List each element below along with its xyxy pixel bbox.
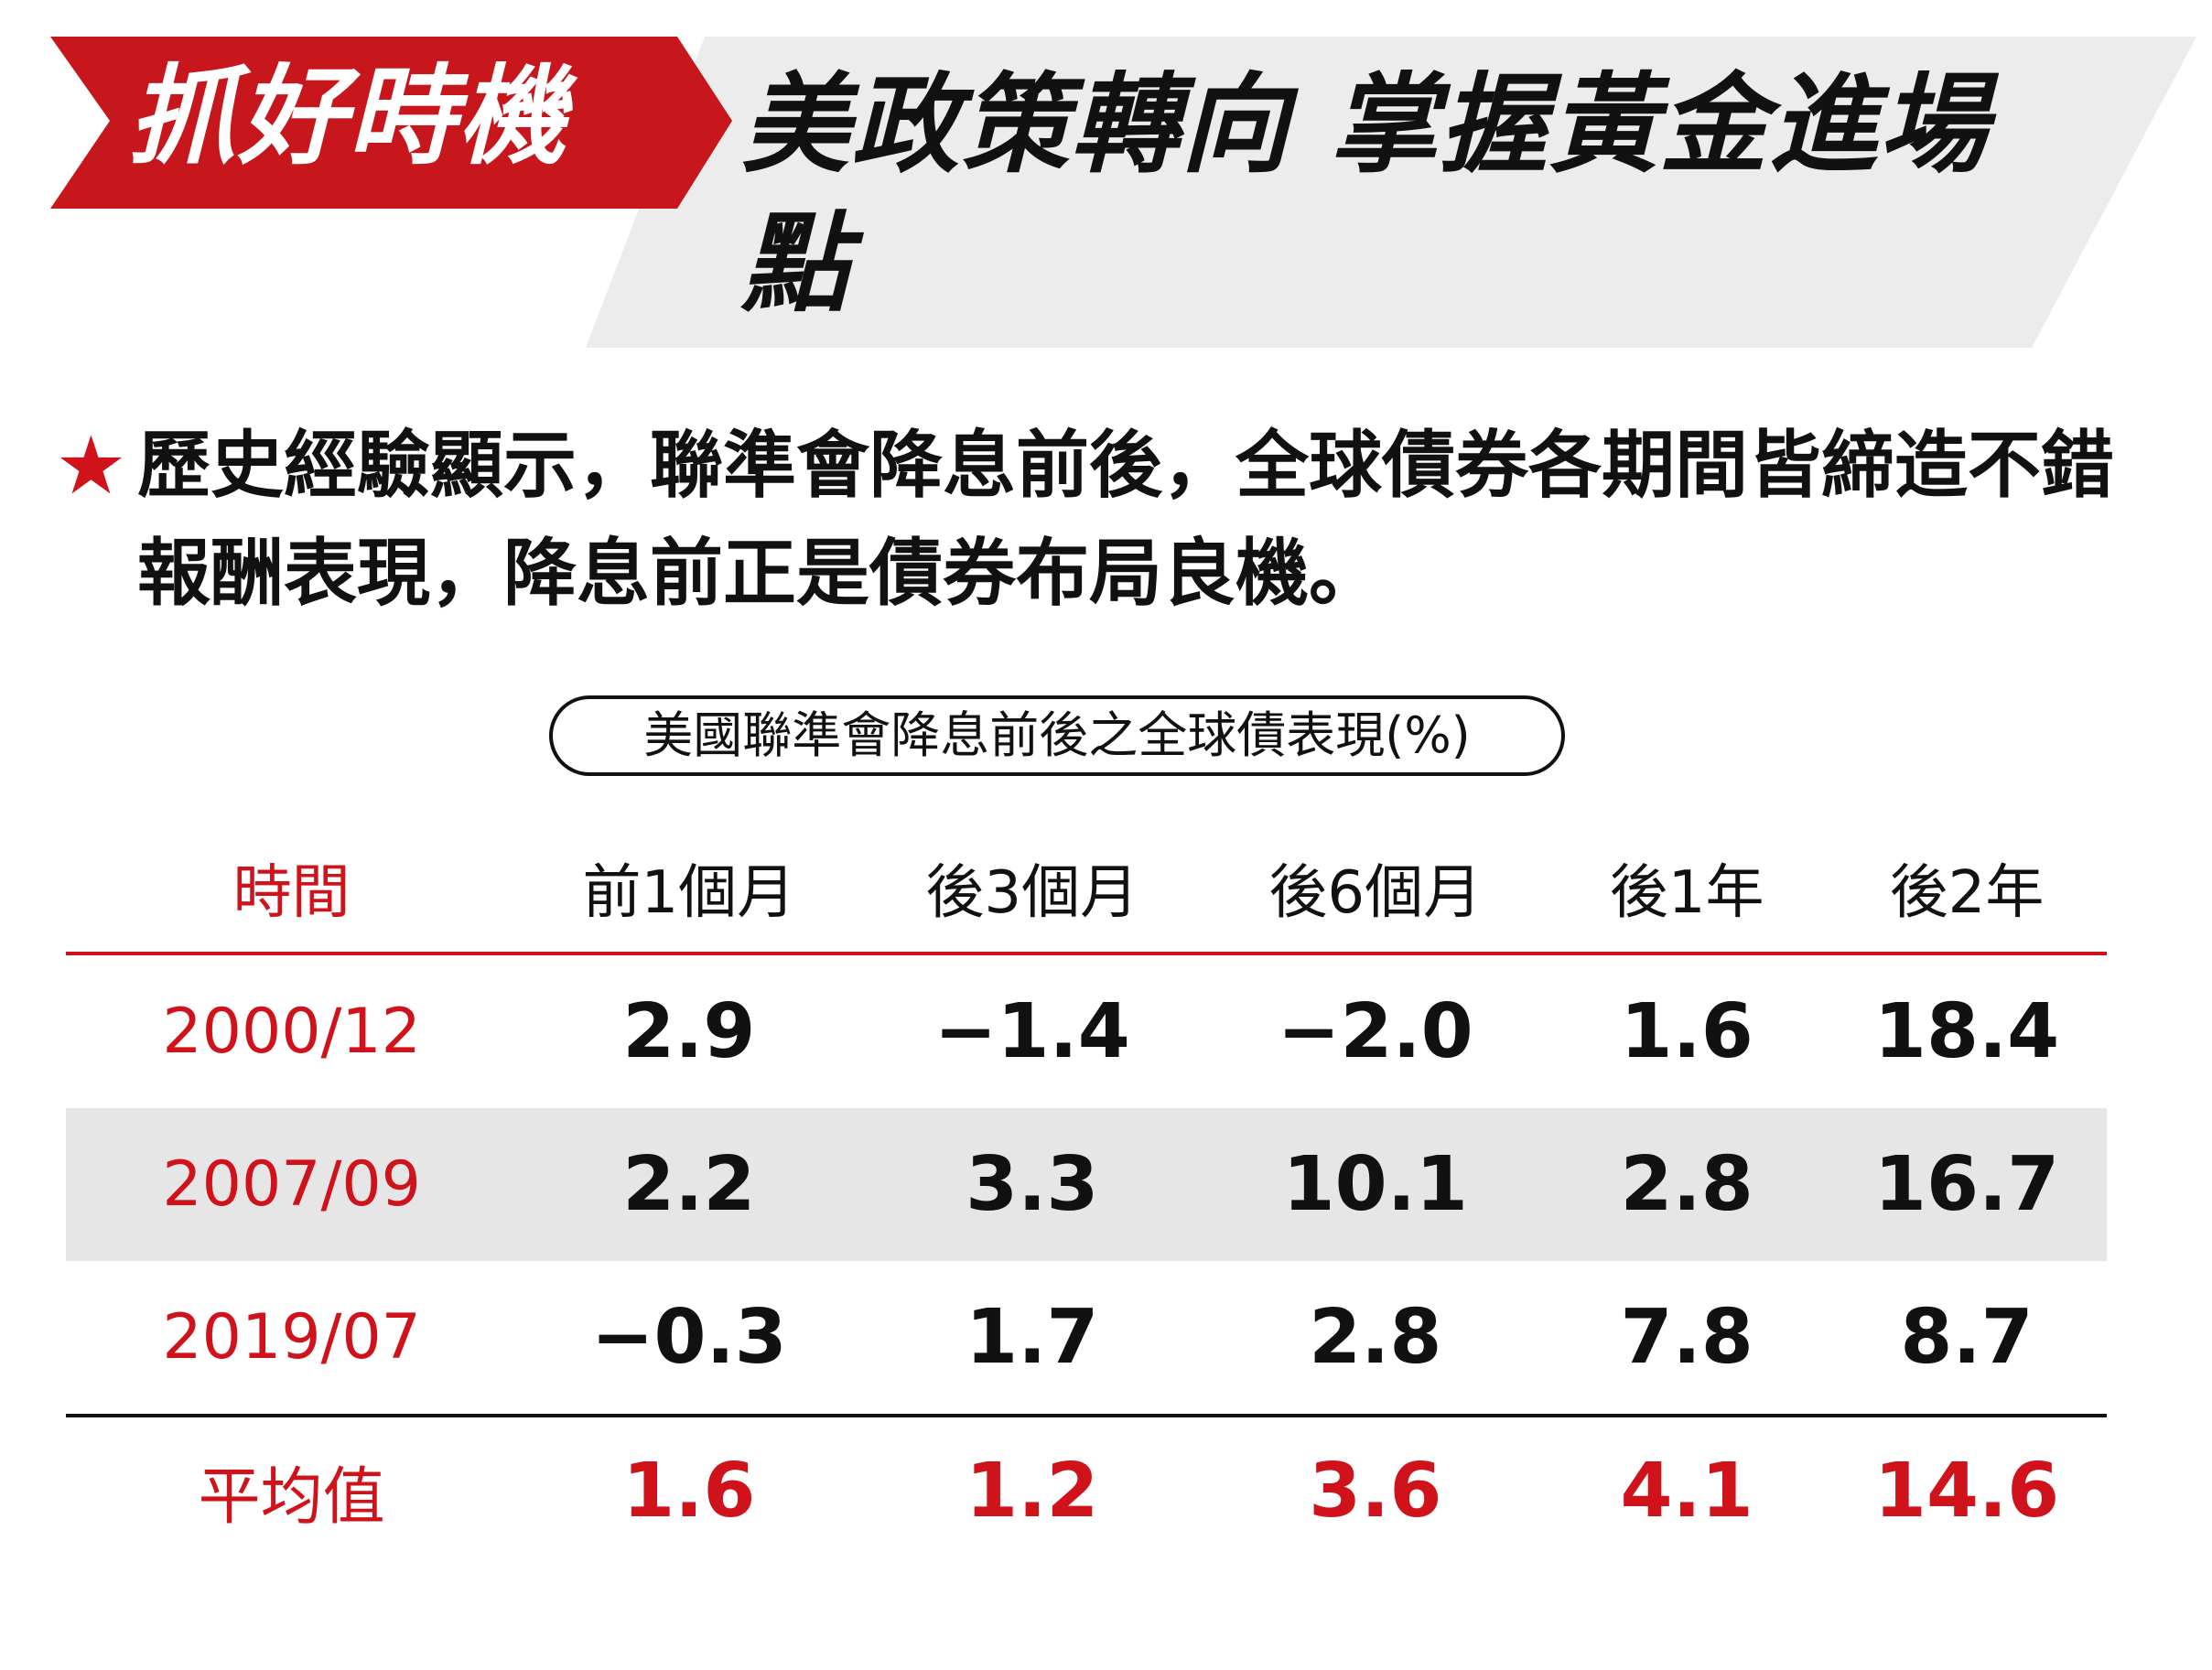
row-time: 2019/07	[162, 1301, 421, 1374]
average-cell: 14.6	[1873, 1447, 2060, 1535]
average-label: 平均值	[198, 1460, 385, 1534]
table-cell: 7.8	[1620, 1294, 1753, 1381]
performance-table: 時間 前1個月 後3個月 後6個月 後1年 後2年 2000/12 2.9 −1…	[66, 824, 2107, 1564]
column-header-1y-after: 後1年	[1609, 859, 1764, 927]
row-time: 2000/12	[162, 996, 421, 1068]
tag-background	[50, 37, 732, 209]
average-row: 平均值 1.6 1.2 3.6 4.1 14.6	[66, 1417, 2107, 1564]
table-cell: 3.3	[966, 1141, 1099, 1228]
banner-shapes	[50, 37, 2196, 348]
table-caption: 美國聯準會降息前後之全球債表現(%)	[549, 695, 1565, 776]
star-icon: ★	[55, 418, 127, 512]
column-header-time: 時間	[232, 859, 351, 927]
table-cell: −2.0	[1277, 988, 1473, 1075]
column-header-2y-after: 後2年	[1889, 859, 2045, 927]
header-divider	[66, 952, 2107, 955]
lead-text: 歷史經驗顯示，聯準會降息前後，全球債券各期間皆締造不錯報酬表現，降息前正是債券布…	[137, 423, 2114, 616]
column-header-6m-after: 後6個月	[1268, 859, 1483, 927]
table-cell: 2.2	[622, 1141, 756, 1228]
page-title: 美政策轉向 掌握黃金進場點	[741, 61, 1990, 327]
table-row: 2019/07 −0.3 1.7 2.8 7.8 8.7	[66, 1261, 2107, 1414]
average-cell: 1.6	[622, 1447, 756, 1535]
column-header-3m-after: 後3個月	[925, 859, 1139, 927]
header-banner: 抓好時機 美政策轉向 掌握黃金進場點	[0, 0, 2212, 366]
row-time: 2007/09	[162, 1148, 421, 1221]
table-cell: 1.6	[1620, 988, 1753, 1075]
table-cell: 10.1	[1282, 1141, 1468, 1228]
table-cell: −1.4	[933, 988, 1130, 1075]
average-cell: 3.6	[1309, 1447, 1442, 1535]
table-cell: 16.7	[1873, 1141, 2060, 1228]
table-row: 2000/12 2.9 −1.4 −2.0 1.6 18.4	[66, 955, 2107, 1108]
table-cell: 1.7	[966, 1294, 1099, 1381]
table-cell: 18.4	[1873, 988, 2060, 1075]
table-cell: 2.9	[622, 988, 756, 1075]
average-cell: 4.1	[1620, 1447, 1753, 1535]
lead-paragraph: ★ 歷史經驗顯示，聯準會降息前後，全球債券各期間皆締造不錯報酬表現，降息前正是債…	[55, 412, 2142, 628]
table-cell: 8.7	[1900, 1294, 2034, 1381]
table-header-row: 時間 前1個月 後3個月 後6個月 後1年 後2年	[66, 824, 2107, 952]
section-tag: 抓好時機	[128, 53, 568, 179]
table-cell: 2.8	[1309, 1294, 1442, 1381]
column-header-1m-before: 前1個月	[582, 859, 796, 927]
table-cell: −0.3	[590, 1294, 787, 1381]
average-cell: 1.2	[966, 1447, 1099, 1535]
average-divider	[66, 1414, 2107, 1417]
table-cell: 2.8	[1620, 1141, 1753, 1228]
table-row: 2007/09 2.2 3.3 10.1 2.8 16.7	[66, 1108, 2107, 1261]
headline-background	[586, 37, 2196, 348]
